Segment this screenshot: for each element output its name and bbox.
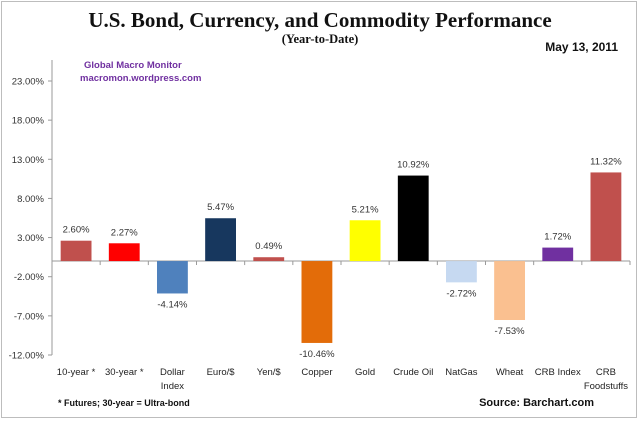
data-label: 10.92% [397, 160, 430, 171]
y-tick-label: 13.00% [12, 155, 45, 166]
watermark-url: macromon.wordpress.com [80, 73, 202, 84]
x-tick-label: Wheat [496, 367, 524, 378]
source-credit: Source: Barchart.com [479, 397, 594, 409]
x-tick-label: Yen/$ [257, 367, 282, 378]
bar [397, 175, 429, 262]
x-tick-label: 10-year * [57, 367, 96, 378]
data-label: 5.47% [207, 202, 234, 213]
data-label: 11.32% [590, 156, 622, 167]
x-tick-label: CRB [596, 367, 616, 378]
x-tick-label: NatGas [445, 367, 477, 378]
x-tick-label: Index [161, 381, 184, 392]
bar [494, 261, 525, 321]
x-tick-label: Copper [301, 367, 332, 378]
bar [301, 261, 333, 343]
bar [205, 218, 236, 262]
bar [542, 247, 574, 262]
y-tick-label: 18.00% [12, 116, 45, 127]
y-tick-label: -12.00% [9, 351, 45, 362]
bar [253, 257, 285, 262]
x-tick-label: CRB Index [535, 367, 581, 378]
x-tick-label: Foodstuffs [584, 381, 628, 392]
data-label: 5.21% [352, 204, 379, 215]
data-label: 0.49% [255, 241, 282, 252]
watermark-name: Global Macro Monitor [84, 60, 182, 71]
data-label: 2.27% [111, 227, 138, 238]
data-label: -10.46% [299, 349, 335, 360]
data-label: 2.60% [63, 225, 90, 236]
bar [108, 243, 140, 262]
bar [60, 240, 92, 262]
bar [349, 220, 381, 262]
chart-subtitle: (Year-to-Date) [281, 32, 359, 46]
y-tick-label: -2.00% [14, 272, 45, 283]
y-tick-label: 8.00% [17, 194, 44, 205]
x-tick-label: Crude Oil [393, 367, 433, 378]
y-tick-label: -7.00% [14, 311, 45, 322]
bar [446, 261, 477, 283]
data-label: -7.53% [495, 326, 526, 337]
bar [157, 261, 188, 294]
bar [590, 172, 622, 262]
data-label: 1.72% [544, 232, 571, 243]
data-label: -4.14% [157, 299, 188, 310]
y-tick-label: 23.00% [12, 77, 45, 88]
footnote: * Futures; 30-year = Ultra-bond [58, 398, 190, 408]
x-tick-label: Gold [355, 367, 375, 378]
data-label: -2.72% [446, 288, 477, 299]
x-tick-label: Euro/$ [207, 367, 236, 378]
y-tick-label: 3.00% [17, 233, 44, 244]
x-tick-label: 30-year * [105, 367, 144, 378]
x-tick-label: Dollar [160, 367, 185, 378]
chart-date: May 13, 2011 [545, 40, 618, 54]
chart-title: U.S. Bond, Currency, and Commodity Perfo… [88, 8, 552, 32]
